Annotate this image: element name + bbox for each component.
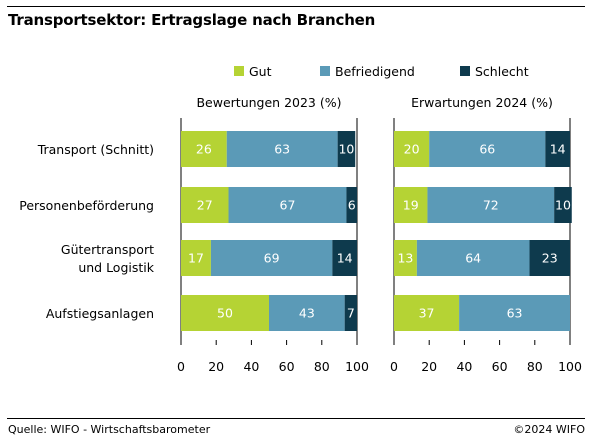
data-label-panel-1-transport-schnitt-gut: 26 — [196, 142, 212, 157]
data-label-panel-1-aufstiegsanlagen-schlecht: 7 — [347, 306, 355, 321]
bar-panel-2-g-tertransport-und-logistik-schlecht — [529, 240, 570, 276]
top-rule — [7, 6, 585, 7]
data-label-panel-2-personenbef-rderung-befriedigend: 72 — [483, 198, 499, 213]
data-label-panel-1-personenbef-rderung-schlecht: 6 — [348, 198, 356, 213]
data-label-panel-2-g-tertransport-und-logistik-schlecht: 23 — [542, 251, 558, 266]
bar-panel-2-aufstiegsanlagen-gut — [394, 295, 460, 331]
data-label-panel-1-g-tertransport-und-logistik-schlecht: 14 — [337, 251, 353, 266]
bar-panel-2-transport-schnitt-gut — [394, 131, 430, 167]
category-label-personenbef-rderung: Personenbeförderung — [19, 198, 154, 213]
bar-panel-1-transport-schnitt-befriedigend — [226, 131, 338, 167]
panel-1-tick-label-0: 0 — [177, 359, 185, 374]
data-label-panel-1-personenbef-rderung-gut: 27 — [197, 198, 213, 213]
panel-1-tick-label-80: 80 — [314, 359, 330, 374]
bar-panel-1-transport-schnitt-schlecht — [337, 131, 356, 167]
panel-1-tick-label-60: 60 — [279, 359, 295, 374]
bar-panel-1-g-tertransport-und-logistik-schlecht — [332, 240, 357, 276]
bar-panel-2-aufstiegsanlagen-befriedigend — [459, 295, 570, 331]
bar-panel-2-personenbef-rderung-gut — [394, 187, 428, 223]
data-label-panel-2-personenbef-rderung-gut: 19 — [403, 198, 419, 213]
data-label-panel-1-personenbef-rderung-befriedigend: 67 — [280, 198, 296, 213]
panel-1-tick-label-100: 100 — [345, 359, 369, 374]
bar-panel-1-g-tertransport-und-logistik-befriedigend — [210, 240, 333, 276]
data-label-panel-2-aufstiegsanlagen-gut: 37 — [419, 306, 435, 321]
data-label-panel-1-aufstiegsanlagen-befriedigend: 43 — [299, 306, 315, 321]
bar-panel-1-personenbef-rderung-befriedigend — [228, 187, 347, 223]
bar-panel-2-g-tertransport-und-logistik-befriedigend — [416, 240, 530, 276]
bar-panel-1-aufstiegsanlagen-schlecht — [344, 295, 357, 331]
panel-1-tick-label-20: 20 — [208, 359, 224, 374]
data-label-panel-1-g-tertransport-und-logistik-befriedigend: 69 — [264, 251, 280, 266]
legend-label-schlecht: Schlecht — [475, 64, 529, 79]
panel-2-tick-label-20: 20 — [421, 359, 437, 374]
bar-panel-1-aufstiegsanlagen-gut — [181, 295, 269, 331]
bar-panel-1-g-tertransport-und-logistik-gut — [181, 240, 211, 276]
panel-title-1: Bewertungen 2023 (%) — [196, 95, 341, 110]
category-label-g-tertransport-und-logistik-line-1: Gütertransport — [61, 242, 154, 257]
bar-panel-2-transport-schnitt-befriedigend — [429, 131, 546, 167]
bar-panel-1-personenbef-rderung-gut — [181, 187, 229, 223]
panel-2-tick-label-60: 60 — [492, 359, 508, 374]
bar-panel-1-personenbef-rderung-schlecht — [346, 187, 357, 223]
data-label-panel-2-personenbef-rderung-schlecht: 10 — [555, 198, 571, 213]
legend-label-gut: Gut — [249, 64, 272, 79]
bar-panel-2-g-tertransport-und-logistik-gut — [394, 240, 417, 276]
panel-2-tick-label-100: 100 — [558, 359, 582, 374]
data-label-panel-2-g-tertransport-und-logistik-gut: 13 — [397, 251, 413, 266]
bar-panel-2-personenbef-rderung-schlecht — [554, 187, 572, 223]
chart-title: Transportsektor: Ertragslage nach Branch… — [8, 11, 376, 29]
data-label-panel-2-transport-schnitt-gut: 20 — [404, 142, 420, 157]
legend-swatch-befriedigend — [320, 66, 330, 76]
bottom-rule — [7, 418, 585, 419]
panel-2-tick-label-0: 0 — [390, 359, 398, 374]
panel-title-2: Erwartungen 2024 (%) — [411, 95, 553, 110]
legend-swatch-schlecht — [460, 66, 470, 76]
data-label-panel-1-g-tertransport-und-logistik-gut: 17 — [188, 251, 204, 266]
legend-label-befriedigend: Befriedigend — [335, 64, 415, 79]
panel-2-tick-label-80: 80 — [527, 359, 543, 374]
category-label-g-tertransport-und-logistik-line-2: und Logistik — [78, 260, 154, 275]
bar-panel-1-transport-schnitt-gut — [181, 131, 227, 167]
legend-swatch-gut — [234, 66, 244, 76]
source-note: Quelle: WIFO - Wirtschaftsbarometer — [8, 423, 211, 436]
copyright-note: ©2024 WIFO — [513, 423, 585, 436]
data-label-panel-1-transport-schnitt-befriedigend: 63 — [274, 142, 290, 157]
category-label-transport-schnitt: Transport (Schnitt) — [37, 142, 154, 157]
panel-2-tick-label-40: 40 — [456, 359, 472, 374]
bar-panel-2-transport-schnitt-schlecht — [545, 131, 570, 167]
bar-panel-1-aufstiegsanlagen-befriedigend — [269, 295, 345, 331]
panel-1-tick-label-40: 40 — [243, 359, 259, 374]
data-label-panel-2-g-tertransport-und-logistik-befriedigend: 64 — [465, 251, 481, 266]
data-label-panel-1-aufstiegsanlagen-gut: 50 — [217, 306, 233, 321]
data-label-panel-2-transport-schnitt-schlecht: 14 — [550, 142, 566, 157]
data-label-panel-1-transport-schnitt-schlecht: 10 — [338, 142, 354, 157]
data-label-panel-2-aufstiegsanlagen-befriedigend: 63 — [507, 306, 523, 321]
bar-panel-2-personenbef-rderung-befriedigend — [427, 187, 555, 223]
data-label-panel-2-transport-schnitt-befriedigend: 66 — [479, 142, 495, 157]
category-label-aufstiegsanlagen: Aufstiegsanlagen — [46, 306, 154, 321]
